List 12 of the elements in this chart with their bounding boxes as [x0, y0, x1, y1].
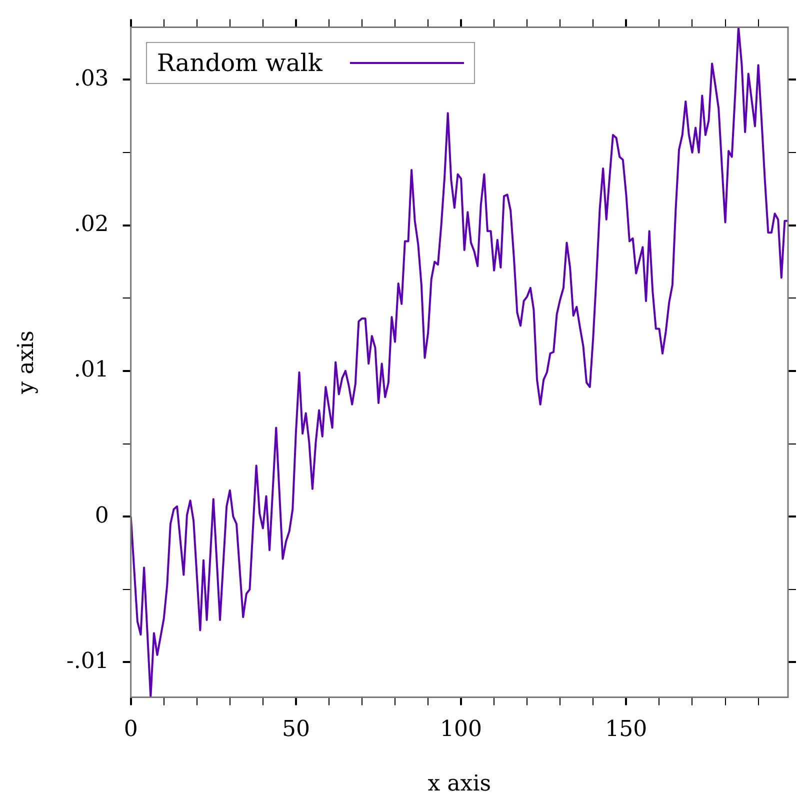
y-axis-title: y axis — [14, 330, 39, 395]
x-tick-label: 50 — [282, 717, 310, 742]
x-tick-label: 0 — [124, 717, 138, 742]
x-tick-label: 150 — [605, 717, 648, 742]
y-tick-label: .01 — [74, 358, 109, 383]
legend-label: Random walk — [156, 49, 322, 78]
x-tick-label: 100 — [440, 717, 482, 742]
y-tick-label: .03 — [74, 66, 109, 92]
y-tick-label: -.01 — [66, 648, 109, 674]
y-tick-label: 0 — [94, 503, 109, 528]
y-tick-label: .02 — [74, 212, 109, 238]
x-axis-title: x axis — [428, 772, 492, 797]
